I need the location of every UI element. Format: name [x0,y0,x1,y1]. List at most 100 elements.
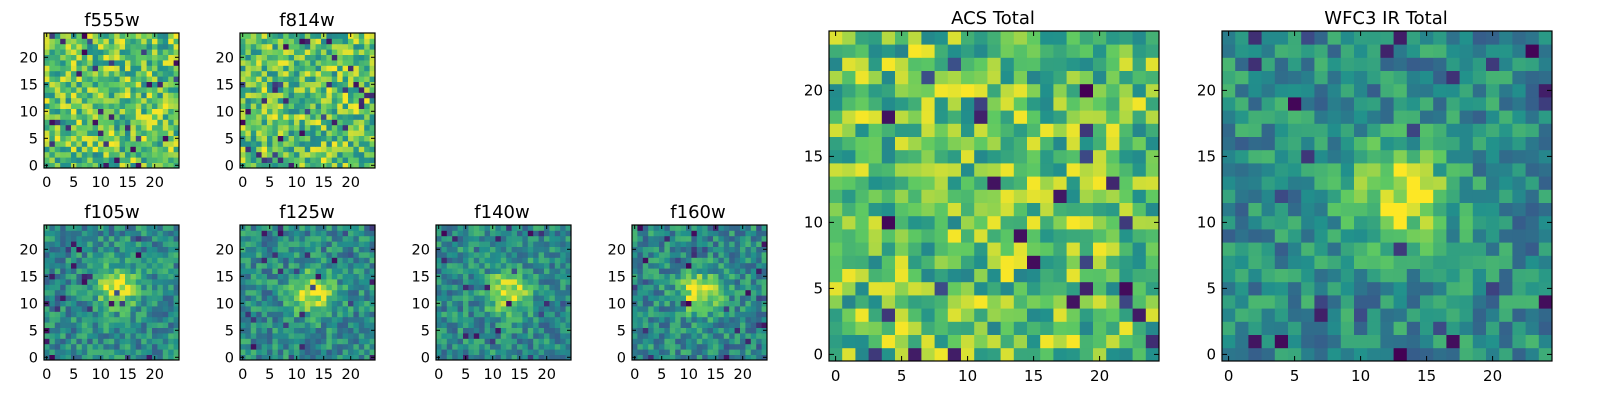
heatmap-cell [87,311,93,318]
heatmap-cell [54,354,61,361]
heatmap-cell [114,268,120,274]
heatmap-cell [114,135,120,142]
heatmap-cell [1235,229,1249,243]
heatmap-cell [250,135,257,142]
heatmap-cell [146,262,153,269]
heatmap-cell [272,103,279,109]
heatmap-cell [961,136,975,151]
heatmap-cell [691,311,698,318]
heatmap-cell [157,295,164,301]
heatmap-cell [987,176,1001,190]
heatmap-cell [315,92,322,99]
heatmap-cell [947,268,962,283]
heatmap-cell [1459,295,1474,309]
heatmap-cell [506,279,512,285]
heatmap-cell [511,338,518,345]
heatmap-cell [1145,57,1160,71]
heatmap-cell [675,333,681,339]
heatmap-cell [565,316,572,323]
heatmap-cell [756,300,762,307]
heatmap-cell [1288,268,1302,283]
heatmap-cell [549,273,556,280]
heatmap-cell [1538,176,1553,190]
heatmap-cell [250,300,257,307]
heatmap-cell [348,130,354,136]
heatmap-cell [49,76,56,82]
heatmap-cell [527,225,534,231]
heatmap-cell [436,241,442,247]
heatmap-cell [855,334,869,349]
heatmap-cell [141,279,147,285]
heatmap-cell [114,289,120,296]
heatmap-cell [65,33,72,39]
heatmap-cell [750,343,757,350]
heatmap-cell [267,295,273,301]
heatmap-cell [267,268,273,274]
heatmap-cell [288,54,295,61]
heatmap-cell [1354,334,1368,349]
heatmap-cell [168,289,174,296]
heatmap-cell [87,141,93,147]
heatmap-cell [54,311,61,318]
heatmap-cell [299,225,306,231]
heatmap-cell [1314,176,1328,190]
heatmap-cell [157,338,164,345]
heatmap-cell [240,268,246,274]
heatmap-cell [65,65,72,72]
heatmap-cell [299,349,306,355]
heatmap-cell [358,306,365,312]
heatmap-cell [261,157,268,163]
heatmap-cell [934,347,949,362]
heatmap-cell [1459,242,1474,256]
heatmap-cell [1000,136,1015,151]
heatmap-cell [245,246,252,253]
heatmap-cell [44,252,50,258]
heatmap-cell [152,322,158,328]
heatmap-cell [756,327,762,334]
heatmap-cell [441,262,448,269]
heatmap-cell [348,295,354,301]
heatmap-cell [272,322,279,328]
heatmap-cell [1027,31,1041,45]
heatmap-cell [1106,110,1120,124]
heatmap-cell [653,295,660,301]
heatmap-cell [267,141,273,147]
heatmap-cell [173,49,180,55]
heatmap-cell [369,235,376,242]
heatmap-cell [1261,163,1276,177]
heatmap-cell [81,338,88,345]
heatmap-cell [1013,110,1028,124]
heatmap-cell [669,349,676,355]
heatmap-cell [135,316,142,323]
heatmap-cell [511,289,518,296]
heatmap-cell [321,295,327,301]
heatmap-cell [256,43,262,50]
heatmap-cell [506,300,512,307]
heatmap-cell [141,60,147,66]
heatmap-cell [452,316,458,323]
heatmap-cell [565,349,572,355]
y-tick-label: 10 [20,296,38,312]
heatmap-cell [81,135,88,142]
heatmap-cell [1040,123,1054,137]
heatmap-cell [315,81,322,88]
heatmap-cell [65,300,72,307]
heatmap-cell [267,327,273,334]
heatmap-cell [103,327,110,334]
heatmap-cell [250,322,257,328]
heatmap-cell [495,338,502,345]
heatmap-cell [168,162,174,169]
heatmap-cell [71,262,77,269]
panel-title: f105w [84,202,139,223]
heatmap-cell [1013,242,1028,256]
heatmap-cell [740,338,746,345]
heatmap-cell [49,146,56,153]
heatmap-cell [745,235,752,242]
heatmap-cell [934,295,949,309]
heatmap-cell [337,162,343,169]
heatmap-cell [141,273,147,280]
heatmap-cell [565,289,572,296]
heatmap-cell [98,49,104,55]
heatmap-cell [908,110,922,124]
heatmap-cell [1053,215,1067,230]
